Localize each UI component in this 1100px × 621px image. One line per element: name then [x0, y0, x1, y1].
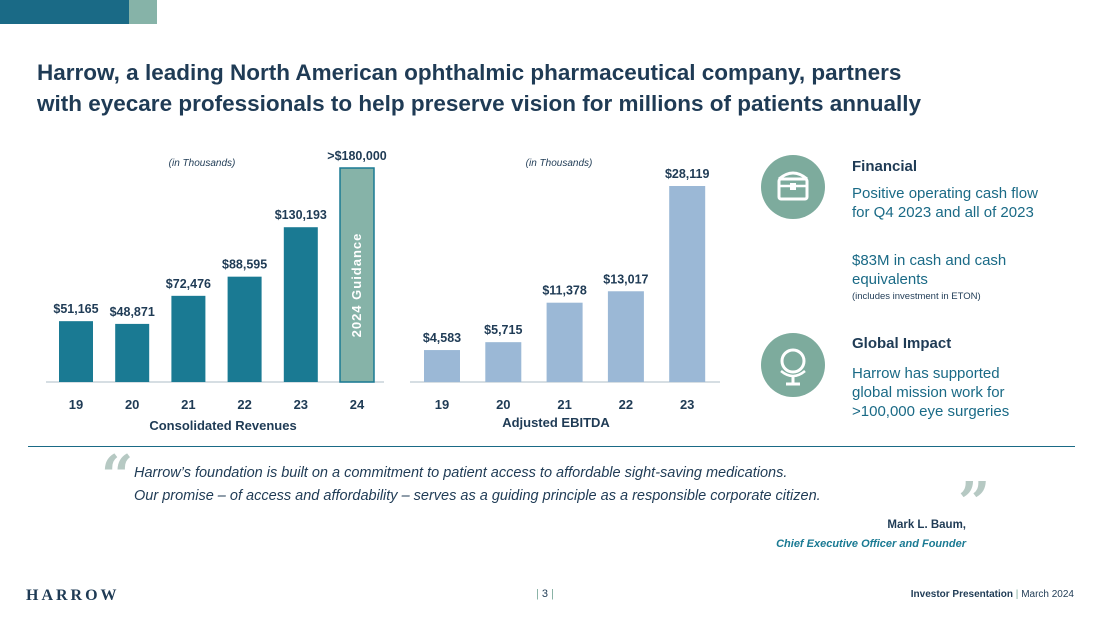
global-icon-circle — [761, 333, 825, 397]
footer-presentation-info: Investor Presentation | March 2024 — [910, 589, 1074, 600]
top-accent-bar-light — [129, 0, 157, 24]
chart-1-bar-24 — [339, 167, 375, 383]
treasure-chest-icon — [777, 171, 809, 201]
chart-1-value-label-22: $88,595 — [222, 258, 267, 272]
slide-title-line-2: with eyecare professionals to help prese… — [37, 91, 921, 116]
chart-2-unit-note: (in Thousands) — [526, 158, 593, 169]
financial-icon-circle — [761, 155, 825, 219]
open-quote-icon: “ — [101, 443, 134, 509]
chart-2-value-label-23: $28,119 — [665, 167, 710, 181]
chart-1-value-label-20: $48,871 — [110, 305, 155, 319]
chart-1-value-label-19: $51,165 — [53, 302, 98, 316]
chart-1-guidance-label: 2024 Guidance — [349, 233, 364, 338]
ceo-quote: Harrow’s foundation is built on a commit… — [134, 462, 969, 508]
harrow-logo: HARROW — [26, 587, 120, 604]
chart-1-tick-19: 19 — [69, 397, 83, 412]
chart-2-tick-19: 19 — [435, 397, 449, 412]
chart-1-value-label-21: $72,476 — [166, 277, 211, 291]
chart-2-bar-23 — [669, 186, 706, 382]
chart-1-tick-20: 20 — [125, 397, 139, 412]
close-quote-icon: ” — [958, 470, 991, 536]
chart-2-value-label-20: $5,715 — [484, 323, 522, 337]
chart-1-bar-23 — [283, 227, 318, 382]
quote-author: Mark L. Baum, — [887, 519, 966, 531]
footer-presentation-title: Investor Presentation — [910, 589, 1014, 600]
chart-1-tick-21: 21 — [181, 397, 195, 412]
chart-2-bar-20 — [485, 342, 522, 382]
chart-1-bar-19 — [59, 321, 93, 382]
global-impact-heading: Global Impact — [852, 335, 952, 352]
financial-note: (includes investment in ETON) — [852, 291, 981, 302]
chart-2-title: Adjusted EBITDA — [502, 415, 610, 430]
chart-1-tick-23: 23 — [294, 397, 308, 412]
chart-1-title: Consolidated Revenues — [149, 418, 296, 433]
quote-author-role: Chief Executive Officer and Founder — [776, 538, 966, 550]
globe-icon — [780, 348, 806, 386]
chart-2-tick-22: 22 — [619, 397, 633, 412]
chart-1-bar-21 — [171, 295, 206, 382]
financial-cash-flow-text: Positive operating cash flow for Q4 2023… — [852, 185, 1038, 221]
quote-line-2: Our promise – of access and affordabilit… — [134, 488, 821, 504]
chart-1-bar-22 — [227, 276, 262, 382]
section-divider — [28, 446, 1075, 447]
chart-2-tick-21: 21 — [557, 397, 571, 412]
chart-1-unit-note: (in Thousands) — [169, 158, 236, 169]
chart-2-tick-23: 23 — [680, 397, 694, 412]
slide-title: Harrow, a leading North American ophthal… — [37, 57, 1077, 119]
chart-2-value-label-21: $11,378 — [542, 284, 587, 298]
chart-2-value-label-22: $13,017 — [603, 272, 648, 286]
page-number-value: 3 — [541, 588, 549, 600]
page-number: | 3 | — [536, 588, 554, 600]
chart-1-tick-22: 22 — [237, 397, 251, 412]
slide-title-line-1: Harrow, a leading North American ophthal… — [37, 60, 902, 85]
footer-date: March 2024 — [1021, 589, 1074, 600]
chart-2-bar-22 — [607, 291, 644, 382]
chart-2-bar-21 — [546, 302, 583, 382]
global-impact-text: Harrow has supported global mission work… — [852, 365, 1010, 420]
chart-1-tick-24: 24 — [350, 397, 365, 412]
financial-cash-text: $83M in cash and cash equivalents — [852, 252, 1007, 288]
chart-2-bar-19 — [424, 350, 460, 382]
chart-1-bar-20 — [115, 323, 150, 382]
chart-1-value-label-23: $130,193 — [275, 208, 327, 222]
chart-2-tick-20: 20 — [496, 397, 510, 412]
quote-line-1: Harrow’s foundation is built on a commit… — [134, 465, 788, 481]
chart-1-value-label-24: >$180,000 — [327, 149, 386, 163]
chart-2-value-label-19: $4,583 — [423, 331, 461, 345]
top-accent-bar-dark — [0, 0, 129, 24]
financial-heading: Financial — [852, 158, 918, 175]
